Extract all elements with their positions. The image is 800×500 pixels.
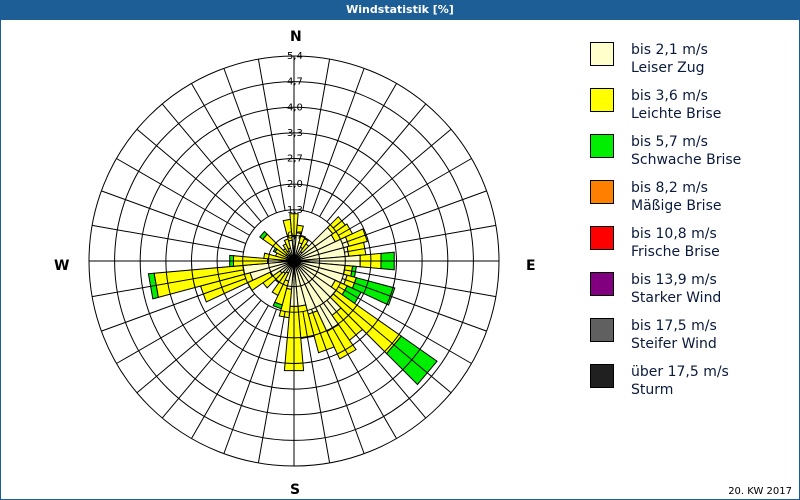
grid-spoke (136, 128, 256, 229)
radial-tick-label: 2,0 (287, 179, 303, 190)
chart-title: Windstatistik [%] (0, 0, 800, 20)
legend-label: Leiser Zug (631, 60, 705, 76)
radial-tick-label: 4,0 (287, 102, 303, 113)
grid-spoke (161, 103, 262, 223)
polar-grid (88, 55, 500, 467)
rose-sector (272, 301, 283, 310)
rose-sector (299, 237, 309, 250)
legend-label: Mäßige Brise (631, 198, 722, 214)
grid-spoke (319, 83, 397, 217)
grid-spoke (92, 269, 244, 298)
compass-east: E (526, 258, 536, 274)
period-label: 20. KW 2017 (728, 486, 792, 497)
rose-sector (351, 277, 396, 306)
legend-swatch (590, 272, 614, 296)
rose-sector (295, 224, 304, 235)
grid-spoke (311, 308, 365, 454)
grid-spoke (338, 286, 472, 364)
legend-range: bis 3,6 m/s (631, 88, 708, 104)
rose-sector (326, 324, 357, 360)
grid-spoke (319, 305, 397, 439)
grid-spoke (161, 299, 262, 419)
rose-sector (259, 230, 268, 240)
legend-range: bis 13,9 m/s (631, 272, 717, 288)
grid-spoke (338, 158, 472, 236)
legend-range: bis 2,1 m/s (631, 42, 708, 58)
radial-tick-label: 1,3 (287, 205, 303, 216)
grid-spoke (302, 59, 331, 211)
legend-swatch (590, 88, 614, 112)
compass-north: N (290, 29, 302, 45)
legend-label: Schwache Brise (631, 152, 742, 168)
legend-range: bis 8,2 m/s (631, 180, 708, 196)
legend-swatch (590, 226, 614, 250)
rose-sector (307, 310, 335, 354)
legend-label: Leichte Brise (631, 106, 722, 122)
grid-spoke (191, 305, 269, 439)
rose-sector (271, 271, 290, 297)
legend-label: Sturm (631, 382, 674, 398)
rose-sector (278, 287, 293, 319)
grid-spoke (326, 103, 427, 223)
grid-spoke (116, 158, 250, 236)
grid-spoke (311, 68, 365, 214)
legend-swatch (590, 180, 614, 204)
grid-spoke (223, 68, 277, 214)
radial-tick-label: 0,7 (287, 230, 303, 241)
compass-west: W (54, 258, 69, 274)
rose-sector (344, 228, 368, 247)
grid-spoke (344, 224, 496, 253)
legend-swatch (590, 364, 614, 388)
legend-label: Frische Brise (631, 244, 720, 260)
legend-label: Steifer Wind (631, 336, 717, 352)
legend-range: bis 10,8 m/s (631, 226, 717, 242)
radial-tick-label: 3,3 (287, 128, 303, 139)
grid-spoke (116, 286, 250, 364)
radial-tick-label: 5,4 (287, 51, 303, 62)
radial-tick-label: 4,7 (287, 77, 303, 88)
grid-spoke (332, 128, 452, 229)
radial-tick-label: 2,7 (287, 154, 303, 165)
grid-spoke (326, 299, 427, 419)
legend-swatch (590, 42, 614, 66)
legend-range: bis 17,5 m/s (631, 318, 717, 334)
legend-range: über 17,5 m/s (631, 364, 729, 380)
legend-range: bis 5,7 m/s (631, 134, 708, 150)
grid-spoke (332, 293, 452, 394)
grid-spoke (341, 190, 487, 244)
grid-spoke (223, 308, 277, 454)
grid-spoke (341, 278, 487, 332)
grid-spoke (257, 311, 286, 463)
grid-spoke (101, 278, 247, 332)
compass-south: S (290, 482, 300, 498)
grid-spoke (191, 83, 269, 217)
grid-spoke (257, 59, 286, 211)
grid-spoke (92, 224, 244, 253)
grid-spoke (101, 190, 247, 244)
rose-center-dot (289, 256, 299, 266)
radial-tick-labels: 0,7 1,3 2,0 2,7 3,3 4,0 4,7 5,4 (287, 51, 303, 241)
grid-spoke (344, 269, 496, 298)
legend-swatch (590, 134, 614, 158)
legend-swatch (590, 318, 614, 342)
grid-spoke (302, 311, 331, 463)
legend-label: Starker Wind (631, 290, 722, 306)
grid-spoke (136, 293, 256, 394)
